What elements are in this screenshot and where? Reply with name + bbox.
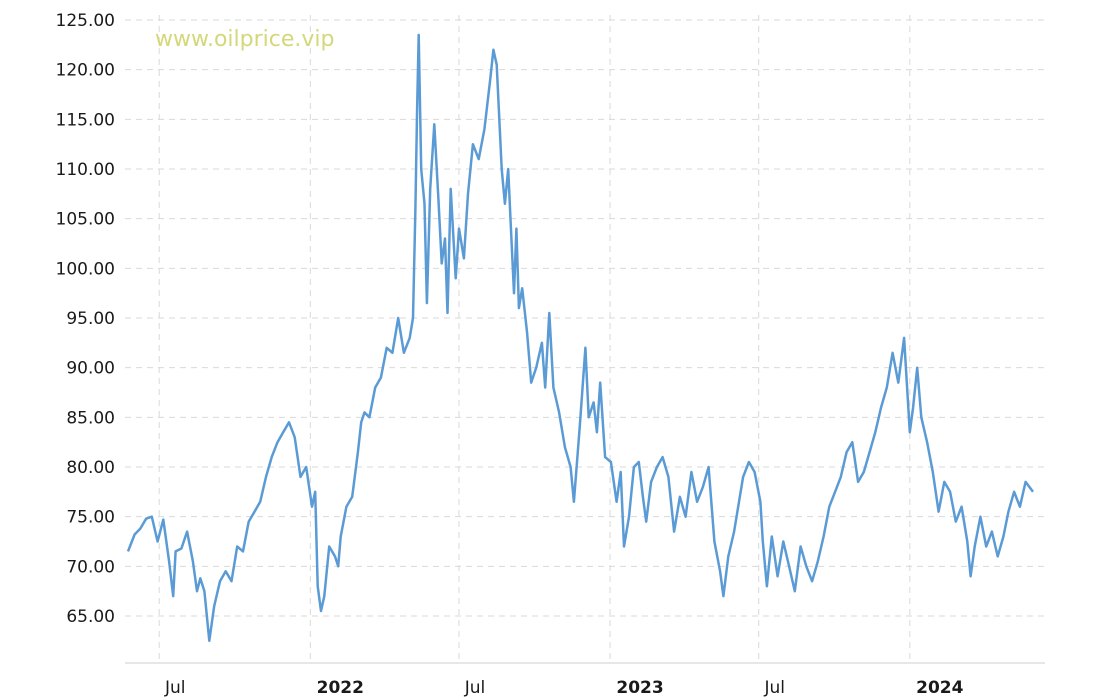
x-tick-label: 2024 [916, 678, 963, 698]
y-tick-label: 100.00 [56, 259, 115, 279]
y-tick-label: 85.00 [66, 408, 115, 428]
x-tick-label: Jul [464, 678, 486, 698]
y-axis-tick-labels: 125.00 120.00 115.00 110.00 105.00 100.00 95.0… [56, 11, 115, 627]
x-tick-label: 2023 [616, 678, 663, 698]
watermark: www.oilprice.vip [155, 27, 334, 52]
x-tick-label: Jul [164, 678, 186, 698]
y-tick-label: 105.00 [56, 210, 115, 230]
y-tick-label: 125.00 [56, 11, 115, 31]
y-tick-label: 120.00 [56, 61, 115, 81]
y-tick-label: 115.00 [56, 110, 115, 130]
price-series-line [126, 33, 1035, 643]
y-tick-label: 70.00 [66, 557, 115, 577]
y-tick-label: 90.00 [66, 359, 115, 379]
y-tick-label: 95.00 [66, 309, 115, 329]
y-tick-label: 75.00 [66, 508, 115, 528]
x-tick-label: Jul [763, 678, 785, 698]
y-tick-label: 80.00 [66, 458, 115, 478]
y-tick-label: 65.00 [66, 607, 115, 627]
x-tick-label: 2022 [317, 678, 364, 698]
series-layer [126, 33, 1035, 643]
x-axis-tick-labels: Jul 2022 Jul 2023 Jul 2024 [164, 678, 964, 698]
y-tick-label: 110.00 [56, 160, 115, 180]
grid-lines [125, 15, 1045, 663]
